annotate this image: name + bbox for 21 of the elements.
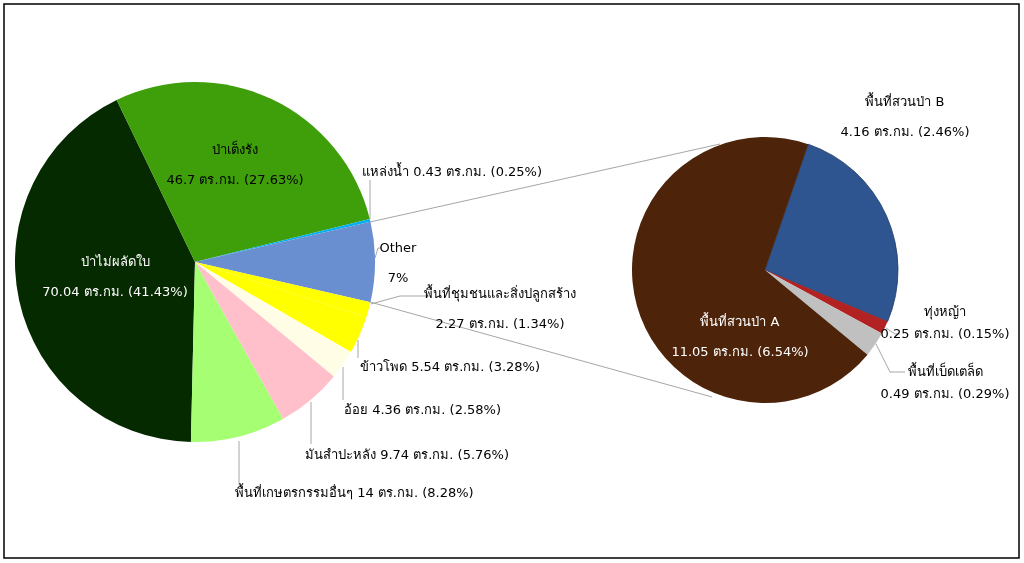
data-label: 0.49 ตร.กม. (0.29%) — [880, 385, 1010, 401]
slice-label: Other — [379, 239, 418, 255]
data-label: 4.16 ตร.กม. (2.46%) — [840, 123, 970, 139]
slice-label: พื้นที่เบ็ดเตล็ด — [907, 361, 983, 379]
data-label: 0.25 ตร.กม. (0.15%) — [880, 325, 1010, 341]
slice-label: พื้นที่สวนป่า A — [700, 311, 780, 329]
slice-label: ป่าไม่ผลัดใบ — [80, 253, 150, 269]
data-label: 2.27 ตร.กม. (1.34%) — [435, 315, 565, 331]
slice-label: มันสำปะหลัง 9.74 ตร.กม. (5.76%) — [305, 446, 510, 462]
slice-label: พื้นที่เกษตรกรรมอื่นๆ 14 ตร.กม. (8.28%) — [235, 482, 474, 500]
slice-label: พื้นที่ชุมชนและสิ่งปลูกสร้าง — [424, 283, 576, 302]
slice-label: อ้อย 4.36 ตร.กม. (2.58%) — [344, 401, 502, 417]
slice-label: แหล่งน้ำ 0.43 ตร.กม. (0.25%) — [362, 161, 543, 179]
slice-label: พื้นที่สวนป่า B — [865, 91, 945, 109]
slice-label: ทุ่งหญ้า — [924, 303, 966, 320]
slice-label: ป่าเต็งรัง — [212, 139, 258, 157]
data-label: 7% — [387, 269, 409, 285]
slice-label: ข้าวโพด 5.54 ตร.กม. (3.28%) — [360, 358, 541, 374]
data-label: 11.05 ตร.กม. (6.54%) — [671, 343, 809, 359]
data-label: 46.7 ตร.กม. (27.63%) — [166, 171, 304, 187]
data-label: 70.04 ตร.กม. (41.43%) — [42, 283, 188, 299]
